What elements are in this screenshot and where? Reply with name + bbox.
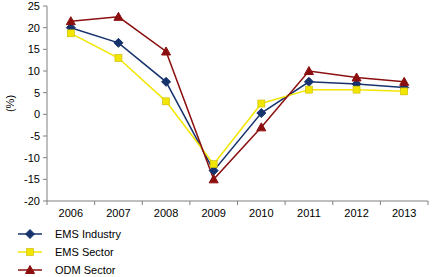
x-tick-label: 2009 bbox=[201, 207, 225, 219]
x-tick-label: 2011 bbox=[297, 207, 321, 219]
series-line bbox=[71, 17, 404, 180]
marker bbox=[257, 123, 266, 131]
y-axis bbox=[47, 6, 48, 201]
x-tick-label: 2006 bbox=[59, 207, 83, 219]
marker bbox=[304, 77, 313, 86]
marker bbox=[400, 77, 409, 85]
marker bbox=[26, 266, 35, 274]
x-tick bbox=[189, 201, 190, 205]
marker bbox=[114, 12, 123, 20]
y-tick bbox=[43, 114, 47, 115]
x-tick bbox=[332, 201, 333, 205]
legend-label: EMS Industry bbox=[55, 228, 122, 240]
y-tick bbox=[43, 6, 47, 7]
marker bbox=[258, 100, 265, 107]
y-tick bbox=[43, 201, 47, 202]
x-tick bbox=[47, 201, 48, 205]
y-tick bbox=[43, 49, 47, 50]
x-tick-label: 2008 bbox=[154, 207, 178, 219]
y-tick bbox=[43, 179, 47, 180]
y-tick bbox=[43, 92, 47, 93]
marker bbox=[67, 30, 74, 37]
x-tick bbox=[94, 201, 95, 205]
marker bbox=[352, 73, 361, 81]
y-axis-label: (%) bbox=[4, 95, 16, 112]
x-tick bbox=[428, 201, 429, 205]
marker bbox=[66, 17, 75, 25]
marker bbox=[26, 230, 35, 239]
series-line bbox=[71, 33, 404, 164]
x-tick bbox=[285, 201, 286, 205]
y-tick-label: -10 bbox=[24, 152, 40, 164]
marker bbox=[162, 77, 171, 86]
y-tick-label: 15 bbox=[28, 43, 40, 55]
marker bbox=[114, 38, 123, 47]
marker bbox=[401, 88, 408, 95]
y-tick bbox=[43, 136, 47, 137]
x-tick-label: 2013 bbox=[392, 207, 416, 219]
y-tick bbox=[43, 71, 47, 72]
y-tick-label: -20 bbox=[24, 195, 40, 207]
y-tick bbox=[43, 157, 47, 158]
y-tick-label: 5 bbox=[34, 87, 40, 99]
y-tick-label: 10 bbox=[28, 65, 40, 77]
y-tick-label: -15 bbox=[24, 173, 40, 185]
y-tick-label: 20 bbox=[28, 22, 40, 34]
marker bbox=[27, 249, 34, 256]
legend-label: EMS Sector bbox=[55, 246, 114, 258]
marker bbox=[163, 98, 170, 105]
marker bbox=[304, 67, 313, 75]
legend-label: ODM Sector bbox=[55, 264, 116, 276]
y-tick-label: 25 bbox=[28, 0, 40, 12]
plot-area bbox=[66, 12, 408, 183]
marker bbox=[353, 86, 360, 93]
marker bbox=[115, 55, 122, 62]
y-tick-label: -5 bbox=[30, 130, 40, 142]
marker bbox=[257, 109, 266, 118]
marker bbox=[162, 47, 171, 55]
marker bbox=[209, 175, 218, 183]
series-line bbox=[71, 28, 404, 171]
x-tick-label: 2010 bbox=[249, 207, 273, 219]
marker bbox=[305, 86, 312, 93]
x-tick-label: 2012 bbox=[344, 207, 368, 219]
x-tick bbox=[380, 201, 381, 205]
y-tick bbox=[43, 27, 47, 28]
x-tick bbox=[142, 201, 143, 205]
chart: -20 -15 -10 -5 0 5 10 15 20 25 2006 2007 2008 2009 201… bbox=[0, 0, 438, 277]
x-tick bbox=[237, 201, 238, 205]
marker bbox=[210, 161, 217, 168]
x-tick-label: 2007 bbox=[106, 207, 130, 219]
legend: EMS Industry EMS Sector ODM Sector bbox=[18, 228, 122, 276]
y-tick-label: 0 bbox=[34, 108, 40, 120]
